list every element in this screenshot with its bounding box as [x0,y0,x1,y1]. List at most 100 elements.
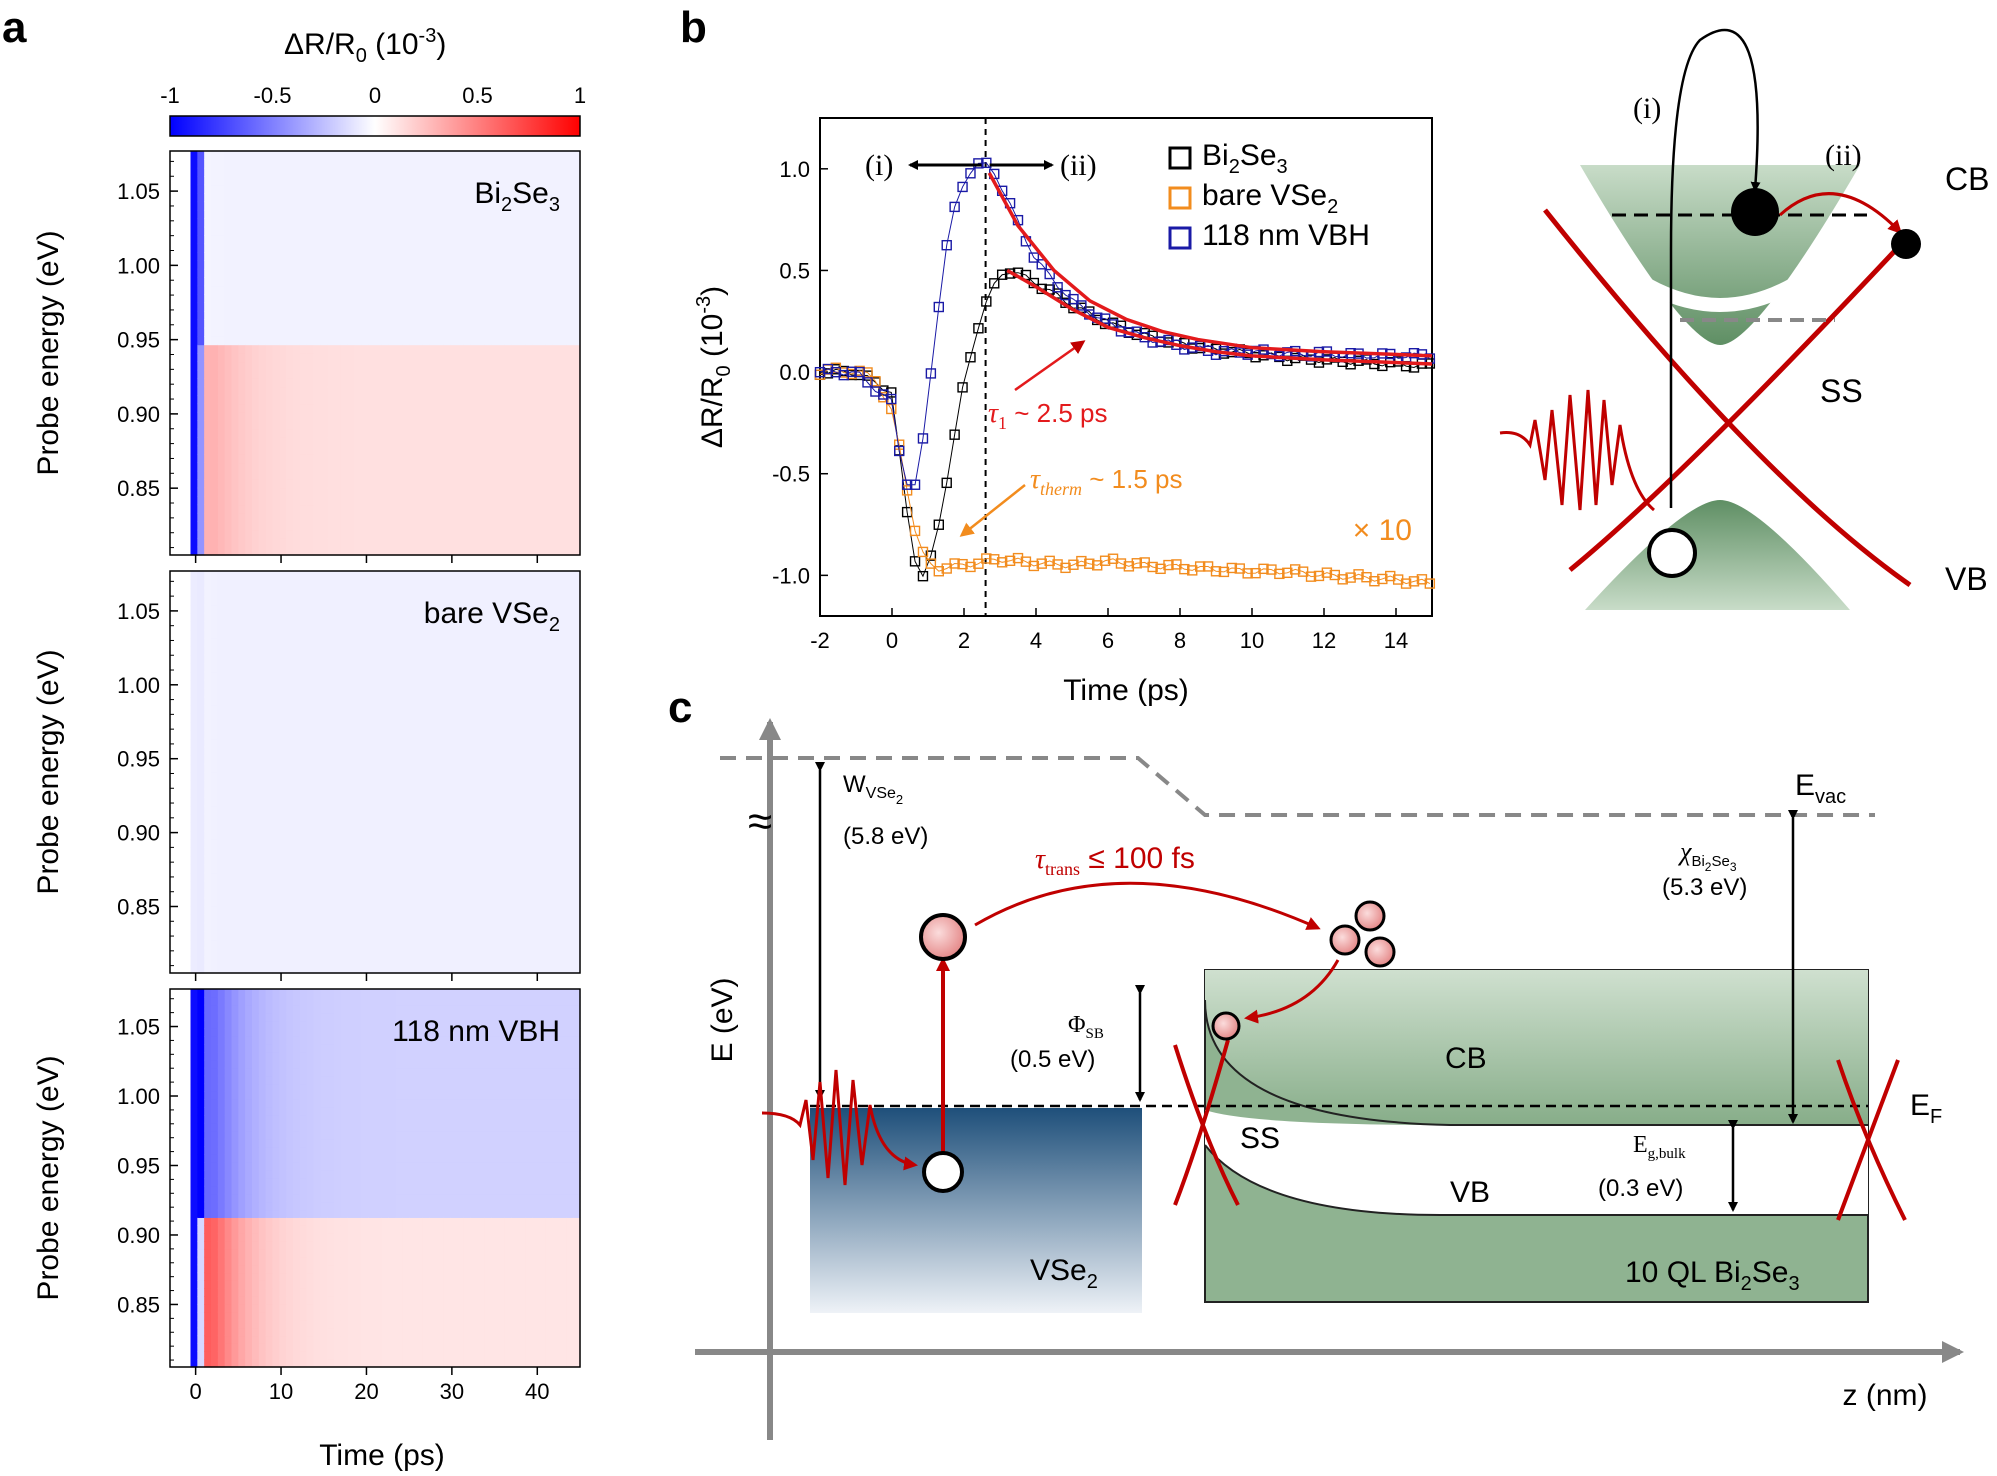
heatmap-cell [491,361,499,371]
heatmap-cell [272,184,280,194]
heatmap-cell [265,504,274,514]
heatmap-cell [402,546,410,556]
heatmap-cell [347,252,356,262]
heatmap-cell [258,479,267,489]
heatmap-cell [381,176,390,186]
heatmap-cell [436,184,444,194]
heatmap-cell [470,302,479,312]
heatmap-cell [470,386,479,396]
heatmap-cell [334,956,342,966]
heatmap-cell [252,654,260,664]
heatmap-cell [170,529,178,539]
heatmap-cell [518,512,526,522]
heatmap-cell [361,529,369,539]
heatmap-cell [532,462,540,472]
heatmap-cell [272,855,280,865]
heatmap-cell [306,243,315,253]
heatmap-cell [498,167,506,177]
heatmap-cell [190,420,198,430]
heatmap-cell [211,437,219,447]
heatmap-cell [552,411,561,421]
heatmap-cell [190,411,198,421]
heatmap-cell [375,604,383,614]
heatmap-cell [306,654,315,664]
heatmap-cell [381,663,390,673]
heatmap-cell [224,151,233,161]
heatmap-cell [217,797,226,807]
heatmap-cell [252,721,260,731]
heatmap-cell [539,151,547,161]
heatmap-cell [347,226,356,236]
heatmap-cell [498,445,506,455]
heatmap-cell [463,353,472,363]
heatmap-cell [320,847,328,857]
heatmap-cell [559,538,567,548]
heatmap-cell [491,411,499,421]
heatmap-cell [245,730,253,740]
heatmap-cell [388,327,397,337]
heatmap-cell [204,705,212,714]
heatmap-cell [552,386,561,396]
heatmap-cell [347,721,356,731]
heatmap-cell [320,621,328,631]
heatmap-cell [539,294,547,304]
heatmap-cell [197,243,205,253]
heatmap-cell [299,226,308,236]
heatmap-cell [306,504,315,514]
heatmap-cell [327,209,335,219]
heatmap-cell [450,763,458,773]
heatmap-cell [559,243,567,253]
heatmap-cell [361,797,369,807]
heatmap-cell [436,445,444,455]
heatmap-cell [416,268,424,278]
heatmap-cell [457,369,465,379]
heatmap-cell [190,437,198,447]
heatmap-cell [395,939,403,949]
heatmap-cell [293,755,301,765]
heatmap-cell [375,420,383,430]
heatmap-cell [539,504,547,514]
heatmap-cell [552,445,561,455]
heatmap-cell [252,579,260,589]
heatmap-cell [361,897,369,907]
heatmap-cell [470,395,479,405]
heatmap-cell [450,226,458,236]
heatmap-cell [217,738,226,748]
heatmap-cell [176,956,185,966]
heatmap-cell [552,353,561,363]
heatmap-cell [463,403,472,413]
heatmap-cell [532,361,540,371]
heatmap-cell [176,813,185,823]
heatmap-cell [573,420,581,430]
heatmap-cell [477,201,485,211]
heatmap-cell [457,839,465,848]
heatmap-cell [539,176,547,186]
heatmap-cell [334,327,342,337]
heatmap-cell [238,294,246,304]
heatmap-cell [375,529,383,539]
heatmap-cell [436,705,444,714]
heatmap-cell [573,218,581,228]
heatmap-cell [566,420,574,430]
heatmap-cell [197,855,205,865]
heatmap-cell [443,855,451,865]
heatmap-cell [279,487,287,497]
heatmap-cell [252,822,260,832]
heatmap-cell [532,268,540,278]
heatmap-cell [238,612,246,622]
heatmap-cell [204,797,212,807]
heatmap-cell [532,193,540,203]
heatmap-cell [416,428,424,438]
heatmap-cell [217,167,226,177]
heatmap-cell [340,956,349,966]
heatmap-cell [217,713,226,723]
heatmap-cell [299,243,308,253]
heatmap-cell [293,184,301,194]
heatmap-cell [258,629,267,639]
heatmap-cell [183,319,192,329]
heatmap-cell [334,571,342,580]
heatmap-cell [176,772,185,781]
heatmap-cell [504,479,513,489]
heatmap-cell [409,226,417,236]
heatmap-cell [327,361,335,371]
